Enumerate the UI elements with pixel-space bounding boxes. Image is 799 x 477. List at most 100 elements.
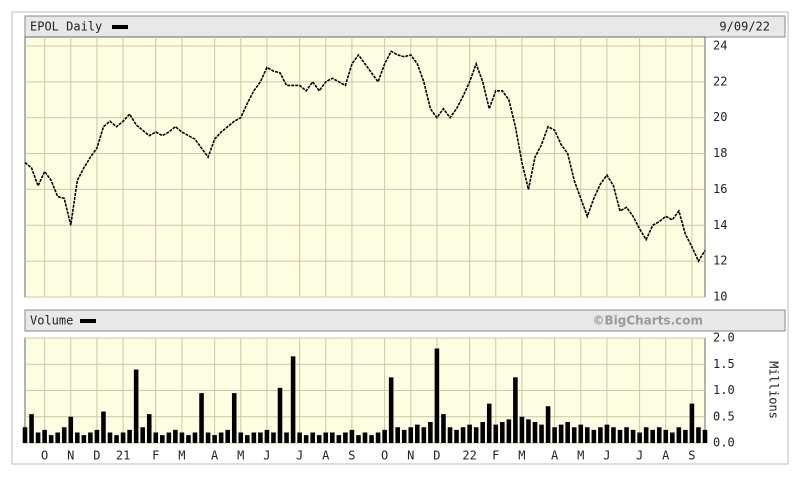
volume-bar xyxy=(251,432,257,443)
y-tick-label: 14 xyxy=(713,218,727,232)
x-tick-label: M xyxy=(237,449,244,463)
volume-bar xyxy=(591,429,597,443)
volume-bar xyxy=(212,435,217,443)
volume-title: Volume xyxy=(30,314,73,328)
volume-bar xyxy=(696,427,701,443)
x-tick-label: A xyxy=(551,449,559,463)
volume-bar xyxy=(153,432,159,443)
volume-bar xyxy=(88,432,93,443)
volume-bar xyxy=(506,419,512,443)
volume-bar xyxy=(670,432,675,443)
x-tick-label: S xyxy=(688,449,695,463)
volume-bar xyxy=(271,432,276,443)
x-tick-label: 22 xyxy=(462,449,476,463)
volume-bar xyxy=(447,427,453,443)
volume-bar xyxy=(238,432,244,443)
volume-bar xyxy=(245,435,250,443)
x-tick-label: O xyxy=(381,449,388,463)
volume-bar xyxy=(277,387,283,443)
volume-bar xyxy=(343,432,348,443)
x-tick-label: D xyxy=(93,449,100,463)
volume-bar xyxy=(356,435,361,443)
volume-bar xyxy=(460,427,466,443)
x-tick-label: N xyxy=(407,449,414,463)
volume-bar xyxy=(401,429,407,443)
volume-bar xyxy=(336,435,342,443)
volume-bar xyxy=(539,424,544,443)
volume-bar xyxy=(382,429,387,443)
volume-bar xyxy=(486,403,492,443)
volume-bar xyxy=(35,432,41,443)
volume-bar xyxy=(231,393,237,443)
volume-bar xyxy=(192,432,198,443)
x-tick-label: A xyxy=(322,449,330,463)
volume-bar xyxy=(284,432,289,443)
volume-bar xyxy=(545,406,551,443)
volume-header xyxy=(24,309,786,332)
volume-bar xyxy=(218,432,224,443)
volume-bar xyxy=(61,427,67,443)
volume-bar xyxy=(330,432,335,443)
y-tick-label: 22 xyxy=(713,74,727,88)
volume-bar xyxy=(316,435,322,443)
volume-bar xyxy=(585,427,590,443)
volume-bar xyxy=(362,432,368,443)
volume-bar xyxy=(303,435,309,443)
y-axis-title: Millions xyxy=(767,361,781,419)
volume-bar xyxy=(676,427,682,443)
volume-bar xyxy=(120,432,126,443)
y-tick-label: 1.5 xyxy=(713,357,735,371)
volume-bar xyxy=(22,427,28,443)
x-tick-label: D xyxy=(433,449,440,463)
x-tick-label: J xyxy=(263,449,270,463)
volume-bar xyxy=(48,435,54,443)
volume-bar xyxy=(107,432,113,443)
volume-bar xyxy=(702,429,708,443)
volume-bar xyxy=(519,416,525,443)
volume-bar xyxy=(375,432,381,443)
volume-bar xyxy=(683,429,688,443)
price-header xyxy=(24,15,786,38)
y-tick-label: 20 xyxy=(713,110,727,124)
volume-bar xyxy=(617,429,623,443)
x-tick-label: 21 xyxy=(116,449,130,463)
volume-bar xyxy=(75,432,80,443)
volume-bar xyxy=(421,427,427,443)
volume-bar xyxy=(604,424,610,443)
x-tick-label: A xyxy=(211,449,219,463)
volume-bar xyxy=(310,432,315,443)
volume-bar xyxy=(434,348,440,443)
x-tick-label: N xyxy=(67,449,74,463)
volume-bar xyxy=(611,427,616,443)
volume-bar xyxy=(388,377,394,443)
volume-bar xyxy=(565,422,570,443)
volume-bar xyxy=(186,435,191,443)
volume-bar xyxy=(349,429,355,443)
volume-bar xyxy=(415,424,420,443)
volume-bar xyxy=(68,416,74,443)
volume-bar xyxy=(258,432,263,443)
volume-bar xyxy=(532,422,538,443)
x-tick-label: M xyxy=(178,449,185,463)
volume-bar xyxy=(558,424,564,443)
volume-bar xyxy=(467,424,472,443)
y-tick-label: 12 xyxy=(713,254,727,268)
price-title: EPOL Daily xyxy=(30,20,102,34)
price-line xyxy=(24,50,706,263)
volume-bar xyxy=(140,427,145,443)
volume-bar xyxy=(650,429,655,443)
legend-swatch xyxy=(80,319,96,323)
volume-bar xyxy=(205,432,211,443)
volume-bar xyxy=(81,435,87,443)
volume-bar xyxy=(663,429,669,443)
volume-bar xyxy=(643,427,649,443)
volume-bar xyxy=(598,427,603,443)
volume-bar xyxy=(513,377,518,443)
x-tick-label: F xyxy=(152,449,159,463)
volume-bar xyxy=(264,429,270,443)
volume-bar xyxy=(133,369,139,443)
volume-bar xyxy=(480,422,485,443)
volume-bar xyxy=(441,414,446,443)
volume-bar xyxy=(146,414,152,443)
volume-bar xyxy=(160,435,165,443)
